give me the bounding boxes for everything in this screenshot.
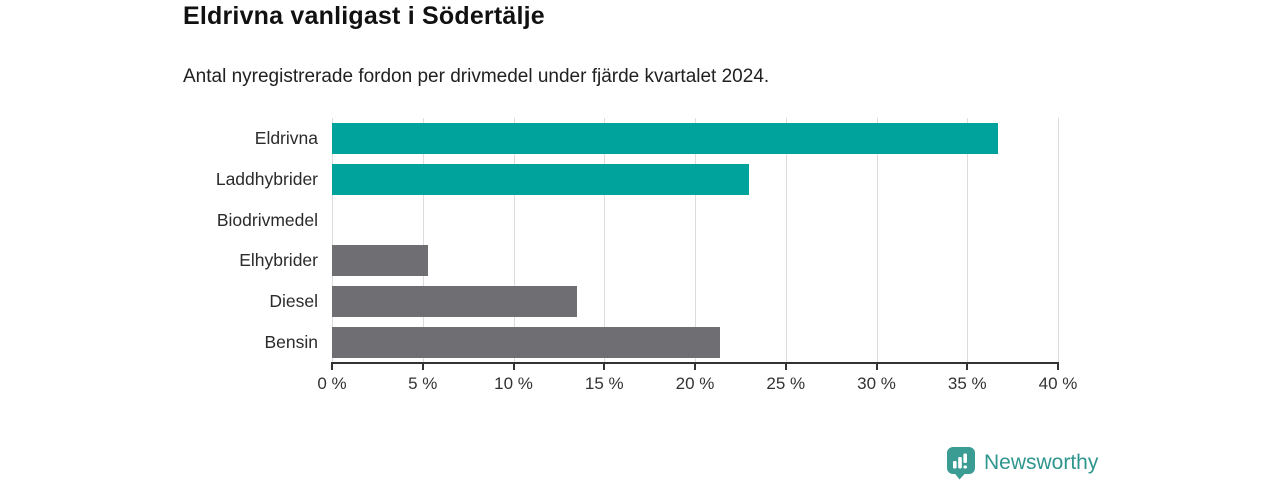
bar-row-diesel — [332, 281, 1058, 322]
x-tick-25 — [784, 364, 787, 370]
bar-bensin — [332, 327, 721, 359]
gridline-0 — [332, 118, 333, 363]
newsworthy-barchart-pin-icon — [946, 446, 976, 480]
bar-row-laddhybrider — [332, 159, 1058, 200]
y-label-laddhybrider: Laddhybrider — [215, 168, 318, 189]
gridline-10 — [513, 118, 515, 363]
bar-diesel — [332, 286, 578, 318]
bar-rows — [332, 118, 1058, 363]
x-tick-5 — [421, 364, 424, 370]
y-label-diesel: Diesel — [269, 291, 318, 312]
x-tick-20 — [694, 364, 696, 370]
x-tick-label-0: 0 % — [317, 374, 347, 393]
x-tick-35 — [966, 364, 969, 370]
x-tick-label-30: 30 % — [857, 374, 896, 393]
chart-title: Eldrivna vanligast i Södertälje — [183, 2, 545, 30]
bar-row-elhybrider — [332, 240, 1058, 281]
y-label-elhybrider: Elhybrider — [239, 250, 318, 271]
newsworthy-logo: Newsworthy — [946, 446, 1098, 480]
x-tick-10 — [512, 364, 515, 370]
bar-row-bensin — [332, 322, 1058, 363]
gridline-5 — [422, 118, 424, 363]
chart-subtitle: Antal nyregistrerade fordon per drivmede… — [183, 66, 770, 87]
x-tick-label-15: 15 % — [584, 374, 624, 393]
y-label-bensin: Bensin — [264, 332, 318, 353]
plot-area — [332, 118, 1059, 363]
x-tick-label-5: 5 % — [408, 374, 438, 393]
x-tick-15 — [603, 364, 606, 370]
x-axis-line — [331, 362, 1059, 364]
gridline-25 — [785, 118, 787, 363]
x-tick-label-35: 35 % — [947, 374, 987, 393]
bar-row-eldrivna — [332, 118, 1058, 159]
x-tick-label-10: 10 % — [494, 374, 533, 393]
y-axis-category-labels: Eldrivna Laddhybrider Biodrivmedel Elhybrid… — [150, 118, 318, 363]
gridline-15 — [604, 118, 606, 363]
newsworthy-logo-text: Newsworthy — [984, 451, 1099, 474]
bar-row-biodrivmedel — [332, 200, 1058, 241]
x-tick-0 — [331, 364, 333, 370]
gridline-40 — [1058, 118, 1059, 363]
y-label-biodrivmedel: Biodrivmedel — [216, 209, 318, 230]
gridline-30 — [876, 118, 878, 363]
gridline-20 — [695, 118, 696, 363]
x-tick-label-20: 20 % — [675, 374, 715, 393]
x-axis: 0 % 5 % 10 % 15 % 20 % 25 % 30 % 35 % 40 % — [317, 364, 1077, 404]
bar-elhybrider — [332, 245, 429, 277]
x-tick-40 — [1057, 364, 1059, 370]
gridline-35 — [967, 118, 969, 363]
x-tick-30 — [875, 364, 878, 370]
bar-laddhybrider — [332, 163, 750, 195]
bar-eldrivna — [332, 122, 999, 154]
x-tick-label-40: 40 % — [1038, 374, 1078, 393]
x-tick-label-25: 25 % — [766, 374, 806, 393]
y-label-eldrivna: Eldrivna — [254, 127, 318, 148]
